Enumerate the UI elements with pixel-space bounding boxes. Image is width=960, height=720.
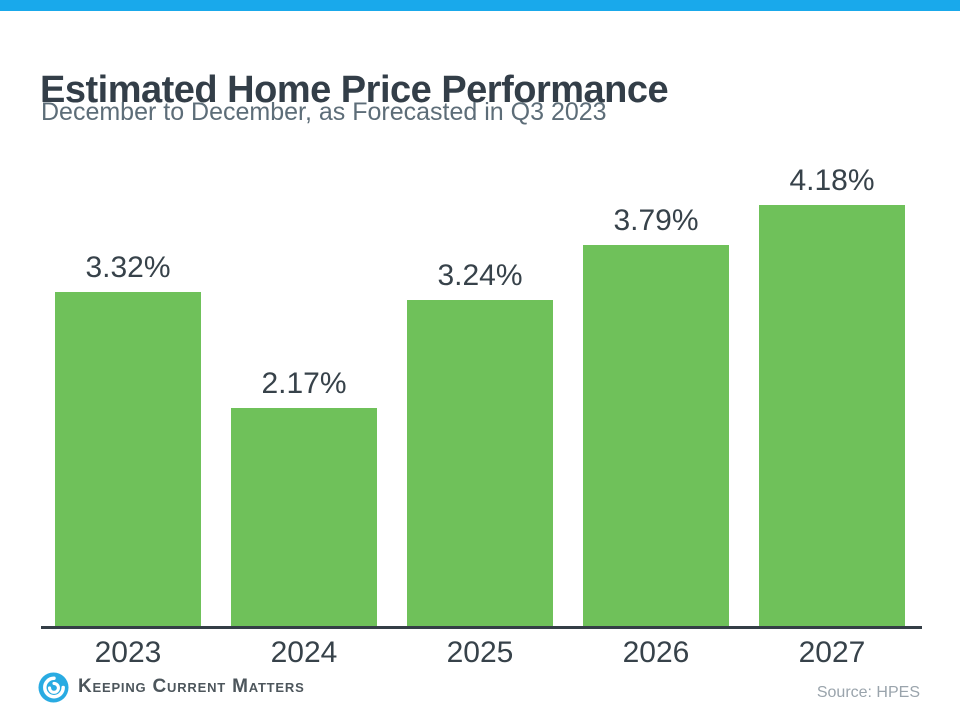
x-axis-label-2026: 2026: [622, 636, 690, 669]
bar-rect-2026: [583, 245, 729, 626]
x-axis-label-2025: 2025: [446, 636, 514, 669]
bar-2024: 2.17%: [231, 367, 377, 626]
bar-value-label-2025: 3.24%: [437, 259, 523, 292]
brand-logo: Keeping Current Matters: [38, 671, 305, 703]
kcm-swirl-icon: [38, 671, 69, 703]
page-title: Estimated Home Price Performance: [40, 69, 669, 112]
bar-rect-2023: [55, 292, 201, 626]
bar-2023: 3.32%: [55, 251, 201, 626]
bar-rect-2027: [759, 205, 905, 626]
bar-2026: 3.79%: [583, 204, 729, 626]
x-axis-label-2023: 2023: [94, 636, 162, 669]
bar-rect-2025: [407, 300, 553, 626]
brand-logo-text: Keeping Current Matters: [78, 676, 305, 697]
bar-2025: 3.24%: [407, 259, 553, 626]
bar-value-label-2026: 3.79%: [613, 204, 699, 237]
bar-chart: 3.32% 2023 2.17% 2024 3.24% 2025 3.79% 2026 4.18…: [41, 161, 922, 669]
bar-value-label-2027: 4.18%: [789, 164, 875, 197]
page-subtitle: December to December, as Forecasted in Q…: [41, 98, 607, 126]
source-attribution: Source: HPES: [816, 684, 920, 701]
bar-value-label-2023: 3.32%: [85, 251, 171, 284]
bar-rect-2024: [231, 408, 377, 626]
bar-2027: 4.18%: [759, 164, 905, 626]
x-axis-label-2024: 2024: [270, 636, 338, 669]
top-accent-bar: [0, 0, 960, 11]
x-axis-label-2027: 2027: [798, 636, 866, 669]
bar-value-label-2024: 2.17%: [261, 367, 347, 400]
